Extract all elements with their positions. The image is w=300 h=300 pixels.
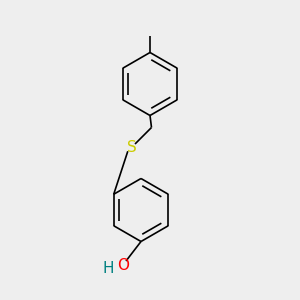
Text: H: H xyxy=(103,261,114,276)
Text: O: O xyxy=(117,258,129,273)
Text: S: S xyxy=(127,140,136,155)
